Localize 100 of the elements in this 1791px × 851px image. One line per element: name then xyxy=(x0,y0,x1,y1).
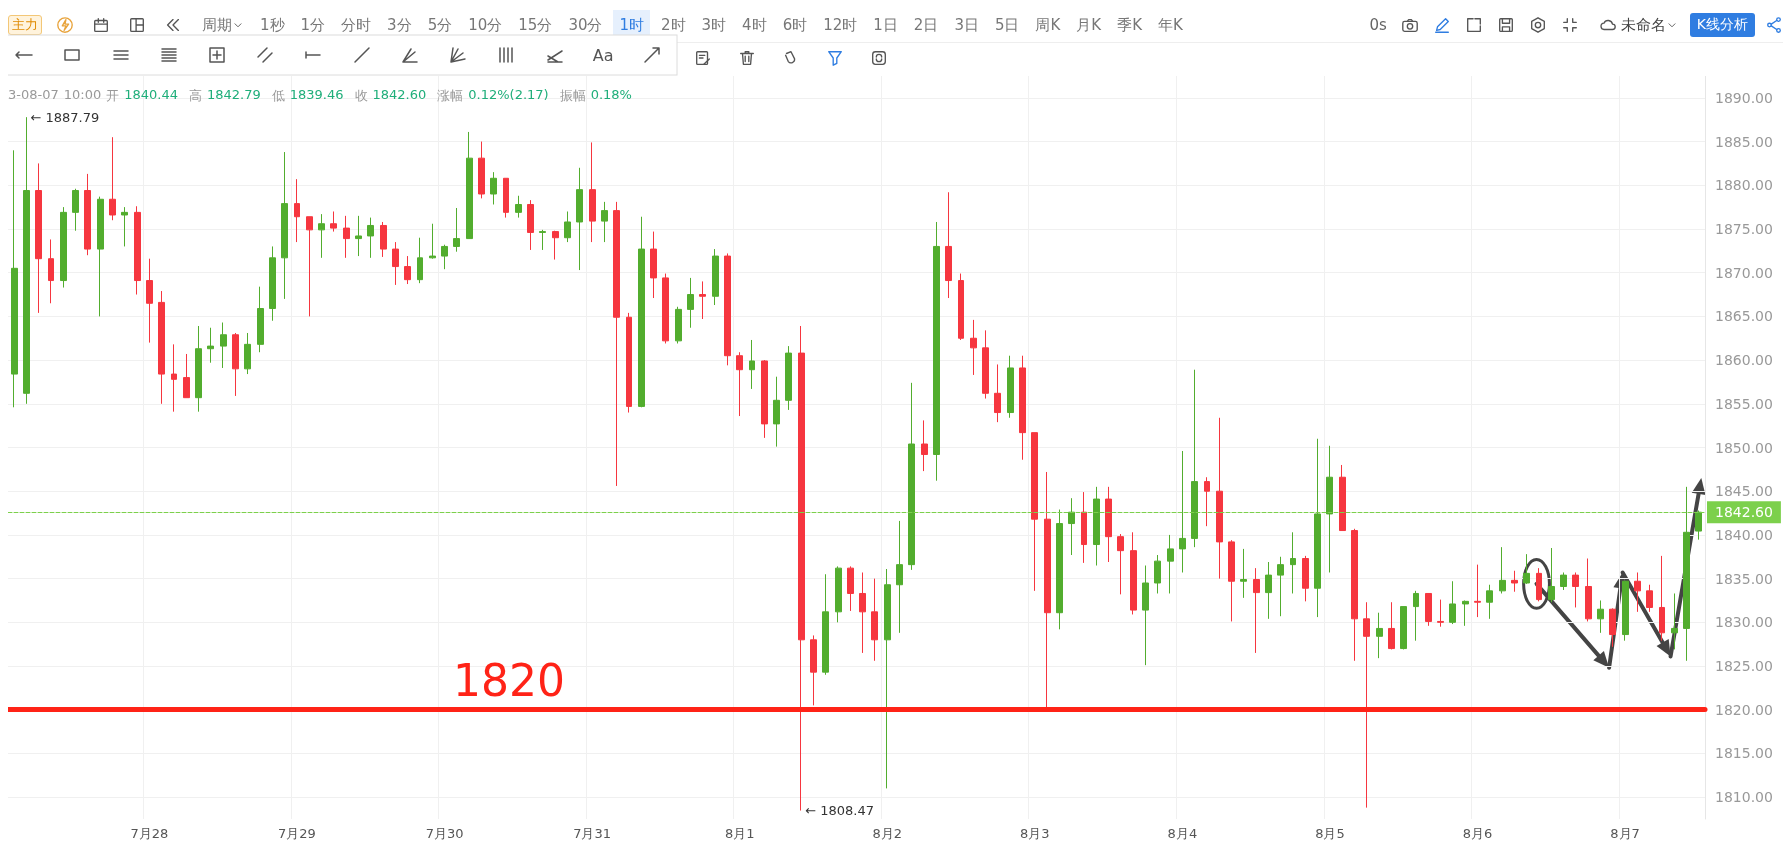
y-tick-label: 1845.00 xyxy=(1715,483,1773,500)
y-tick-label: 1820.00 xyxy=(1715,701,1773,718)
candlestick xyxy=(1400,606,1407,650)
candlestick xyxy=(736,351,743,417)
x-tick-label: 8月6 xyxy=(1462,826,1493,841)
candlestick xyxy=(1671,592,1678,650)
text: 10分 xyxy=(467,15,504,35)
candlestick xyxy=(1216,417,1223,580)
candlestick xyxy=(1388,601,1395,650)
candlestick xyxy=(1634,572,1641,613)
ref-line-label: 1820 xyxy=(453,655,565,707)
candlestick xyxy=(478,141,485,199)
candlestick xyxy=(1585,558,1592,622)
candlestick xyxy=(1253,567,1260,654)
candlestick xyxy=(527,199,534,251)
candlestick xyxy=(1290,531,1296,594)
candlestick xyxy=(982,329,989,400)
candlestick xyxy=(626,312,632,414)
candlestick xyxy=(1376,612,1383,659)
candlestick xyxy=(749,339,755,390)
text: 分时 xyxy=(340,15,373,35)
candlestick xyxy=(294,178,300,243)
y-tick-label: 1810.00 xyxy=(1715,789,1773,806)
candlestick xyxy=(662,273,669,344)
candlestick xyxy=(761,359,768,439)
candlestick xyxy=(1339,464,1346,532)
ref-line-label: 1842.60 xyxy=(1715,504,1773,521)
candlestick xyxy=(724,252,731,366)
candlestick xyxy=(699,280,706,320)
candlestick xyxy=(1228,539,1235,622)
candlestick xyxy=(503,177,509,219)
x-tick-label: 7月31 xyxy=(573,826,612,841)
text: 周期 xyxy=(201,15,233,35)
text: 0s xyxy=(1369,16,1387,34)
candlestick xyxy=(343,215,350,259)
y-tick-label: 1880.00 xyxy=(1715,177,1773,194)
candlestick xyxy=(1081,491,1087,564)
candlestick xyxy=(1511,570,1518,593)
y-tick-label: 1855.00 xyxy=(1715,395,1773,412)
candlestick xyxy=(1302,555,1309,602)
candlestick xyxy=(970,319,977,376)
candlestick xyxy=(453,207,460,253)
candlestick xyxy=(195,325,202,413)
candlestick xyxy=(650,231,657,299)
candlestick xyxy=(1597,599,1604,634)
candlestick xyxy=(1351,528,1358,662)
candlestick xyxy=(1240,548,1247,599)
text: 1分 xyxy=(299,15,327,35)
y-tick-label: 1860.00 xyxy=(1715,352,1773,369)
candlestick xyxy=(1683,486,1690,662)
text: K线分析 xyxy=(1689,13,1755,37)
candlestick xyxy=(1130,531,1137,615)
candlestick xyxy=(404,255,411,285)
candlestick xyxy=(945,191,952,299)
candlestick xyxy=(1659,555,1665,642)
candlestick xyxy=(1056,509,1063,630)
candlestick xyxy=(675,306,682,344)
text: 3日 xyxy=(953,15,980,35)
candlestick xyxy=(1646,584,1653,613)
x-tick-label: 8月3 xyxy=(1020,826,1050,841)
y-tick-label: 1850.00 xyxy=(1715,439,1773,456)
text: 15分 xyxy=(517,15,554,35)
candlestick xyxy=(232,332,239,397)
candlestick xyxy=(871,578,878,662)
candlestick xyxy=(1326,445,1333,573)
candlestick xyxy=(183,353,190,399)
candlestick xyxy=(1695,510,1702,541)
candlestick xyxy=(847,565,854,612)
candlestick xyxy=(933,221,940,482)
candlestick xyxy=(171,343,177,413)
candlestick xyxy=(1437,599,1444,628)
candlestick xyxy=(23,116,30,405)
text: 1日 xyxy=(872,15,899,35)
candlestick xyxy=(613,201,620,487)
candlestick xyxy=(1622,580,1629,642)
candlestick xyxy=(1068,497,1075,556)
candlestick xyxy=(601,201,608,243)
candlestick xyxy=(1179,450,1186,573)
y-tick-label: 1885.00 xyxy=(1715,133,1773,150)
x-tick-label: 7月28 xyxy=(130,826,169,841)
candlestick xyxy=(1204,476,1210,527)
text: 2日 xyxy=(912,15,940,35)
candlestick xyxy=(392,241,399,286)
candlestick xyxy=(1536,567,1542,602)
candlestick xyxy=(687,277,694,329)
candlestick xyxy=(158,290,165,405)
candlestick xyxy=(1167,534,1174,594)
text: Aa xyxy=(592,45,614,65)
candlestick xyxy=(330,210,337,233)
candlestick xyxy=(908,382,915,571)
text: 周K xyxy=(1034,15,1062,35)
y-tick-label: 1890.00 xyxy=(1715,89,1773,106)
text: 5日 xyxy=(993,15,1021,35)
candlestick xyxy=(958,273,964,341)
candlestick xyxy=(539,229,546,251)
x-tick-label: 8月1 xyxy=(724,826,755,841)
candlestick xyxy=(921,419,928,472)
candlestick xyxy=(109,136,116,221)
candlestick xyxy=(773,376,780,448)
candlestick xyxy=(1117,533,1124,595)
